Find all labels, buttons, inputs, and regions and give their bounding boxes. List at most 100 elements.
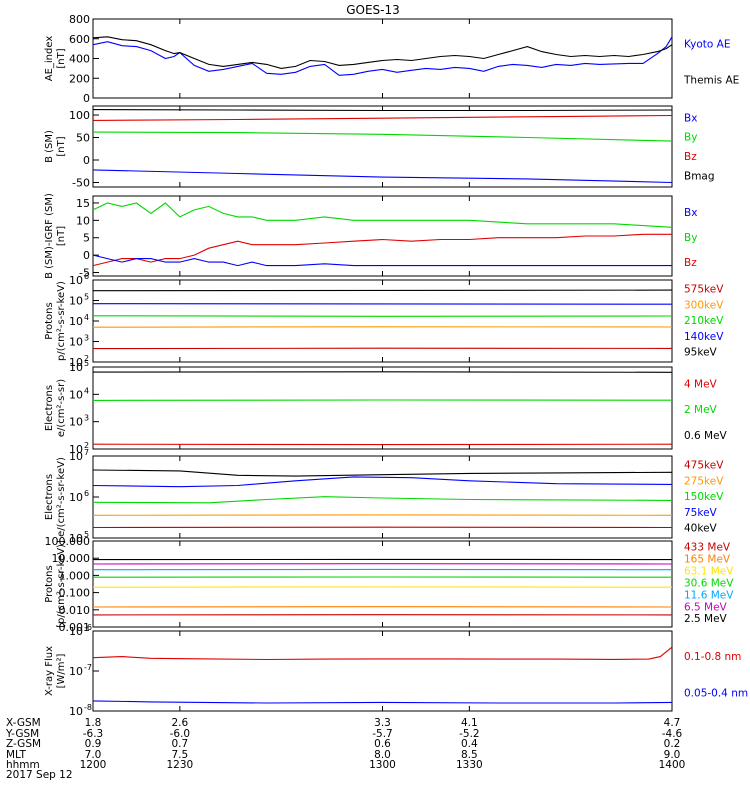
panel-bsm: 100 50 0 -50 B (SM) [nT] Bx By Bz Bmag xyxy=(44,105,715,190)
ephemeris-value: -5.2 xyxy=(459,728,480,740)
ephemeris-value: 0.2 xyxy=(664,738,681,750)
y-axis-label: [nT] xyxy=(56,48,67,68)
y-axis-label: AE_index xyxy=(44,36,55,82)
y-tick-exponent: 2 xyxy=(84,354,89,363)
series-line xyxy=(92,469,673,477)
y-tick-exponent: -8 xyxy=(84,703,92,712)
series-line xyxy=(92,36,673,69)
legend-entry: Bx xyxy=(684,207,697,219)
y-tick-exponent: 5 xyxy=(84,530,89,539)
y-tick-label: 10 xyxy=(69,315,83,328)
y-axis-label: [nT] xyxy=(56,136,67,156)
y-tick-label: 10 xyxy=(76,214,90,227)
legend-entry: 575keV xyxy=(684,284,724,296)
panel-protons_high: 100.000 10.000 1.000 0.100 0.010 0.001 Protons… xyxy=(44,535,734,634)
ephemeris-value: 8.5 xyxy=(461,749,478,761)
legend-entry: 300keV xyxy=(684,299,724,311)
legend-entry: 475keV xyxy=(684,460,724,472)
y-tick-label: 0 xyxy=(83,92,90,105)
y-tick-label: 400 xyxy=(69,53,90,66)
legend-entry: By xyxy=(684,232,697,244)
series-line xyxy=(92,476,673,488)
y-axis-label: B (SM) xyxy=(44,130,55,163)
legend-entry: 150keV xyxy=(684,491,724,503)
series-line xyxy=(92,233,672,267)
series-line xyxy=(92,371,673,373)
ephemeris-value: -4.6 xyxy=(662,728,683,740)
ephemeris-value: 1400 xyxy=(659,759,686,771)
ephemeris-value: 8.0 xyxy=(374,749,391,761)
ephemeris-value: 1.8 xyxy=(85,717,102,729)
series-line xyxy=(92,169,673,184)
y-axis-label: e/(cm²-s-sr) xyxy=(56,379,67,437)
y-tick-label: 10 xyxy=(69,361,83,374)
panel-frame xyxy=(92,366,673,450)
y-tick-label: 10 xyxy=(69,295,83,308)
legend-entry: 275keV xyxy=(684,475,724,487)
legend-entry: 0.1-0.8 nm xyxy=(684,651,741,663)
ephemeris-value: -5.7 xyxy=(372,728,393,740)
series-line xyxy=(92,114,673,121)
y-tick-label: 10 xyxy=(69,491,83,504)
y-tick-label: -50 xyxy=(72,177,90,190)
y-tick-exponent: -7 xyxy=(84,663,92,672)
y-tick-label: 5 xyxy=(83,232,90,245)
panel-frame xyxy=(92,455,673,539)
y-axis-label: p/(cm²-s-sr-keV) xyxy=(56,281,67,361)
legend-entry: Bz xyxy=(684,257,697,269)
ephemeris-value: -6.0 xyxy=(170,728,191,740)
y-tick-exponent: 2 xyxy=(84,441,89,450)
ephemeris-value: 3.3 xyxy=(374,717,391,729)
y-tick-label: 10 xyxy=(69,416,83,429)
y-tick-label: 10 xyxy=(69,665,83,678)
ephemeris-row-label: MLT xyxy=(6,749,26,761)
y-tick-label: 0.001 xyxy=(59,621,91,634)
legend-entry: 6.5 MeV xyxy=(684,601,728,613)
y-tick-label: 600 xyxy=(69,33,90,46)
ephemeris-value: 1230 xyxy=(166,759,193,771)
y-tick-exponent: 3 xyxy=(84,334,89,343)
ephemeris-value: 7.0 xyxy=(85,749,102,761)
y-axis-label: [W/m²] xyxy=(56,653,67,688)
y-tick-exponent: 5 xyxy=(84,359,89,368)
ephemeris-value: 2.6 xyxy=(171,717,188,729)
y-tick-label: 10 xyxy=(69,705,83,718)
y-tick-label: 10 xyxy=(69,625,83,638)
y-tick-label: 0 xyxy=(83,249,90,262)
y-tick-exponent: 6 xyxy=(84,272,89,281)
ephemeris-row-label: hhmm xyxy=(6,759,40,771)
legend-entry: 75keV xyxy=(684,507,718,519)
y-axis-label: B (SM)-IGRF (SM) xyxy=(44,193,55,279)
y-tick-label: 50 xyxy=(76,132,90,145)
panel-ae: 800 600 400 200 0 AE_index [nT] Kyoto AE Themis … xyxy=(44,13,739,105)
ephemeris-row-label: Y-GSM xyxy=(5,728,39,740)
ephemeris-value: 9.0 xyxy=(664,749,681,761)
y-tick-label: 10 xyxy=(69,388,83,401)
y-tick-label: 10.000 xyxy=(52,552,91,565)
ephemeris-value: 0.6 xyxy=(374,738,391,750)
y-tick-label: 0.100 xyxy=(59,587,91,600)
series-line xyxy=(92,109,673,112)
legend-entry: 2.5 MeV xyxy=(684,613,728,625)
series-line xyxy=(92,303,673,305)
legend-entry: 0.05-0.4 nm xyxy=(684,687,748,699)
y-tick-label: 100 xyxy=(69,109,90,122)
legend-entry: 30.6 MeV xyxy=(684,577,734,589)
legend-entry: 433 MeV xyxy=(684,542,731,554)
legend-entry: 11.6 MeV xyxy=(684,589,734,601)
y-tick-label: 200 xyxy=(69,72,90,85)
y-axis-label: Protons xyxy=(44,302,55,339)
y-tick-exponent: 4 xyxy=(84,313,89,322)
legend-entry: 0.6 MeV xyxy=(684,430,728,442)
panel-frame xyxy=(92,630,673,712)
y-axis-label: X-ray Flux xyxy=(44,646,55,696)
ephemeris-row-label: X-GSM xyxy=(6,717,41,729)
legend-entry: Bz xyxy=(684,151,697,163)
series-line xyxy=(92,289,673,292)
legend-entry: Themis AE xyxy=(683,75,739,87)
